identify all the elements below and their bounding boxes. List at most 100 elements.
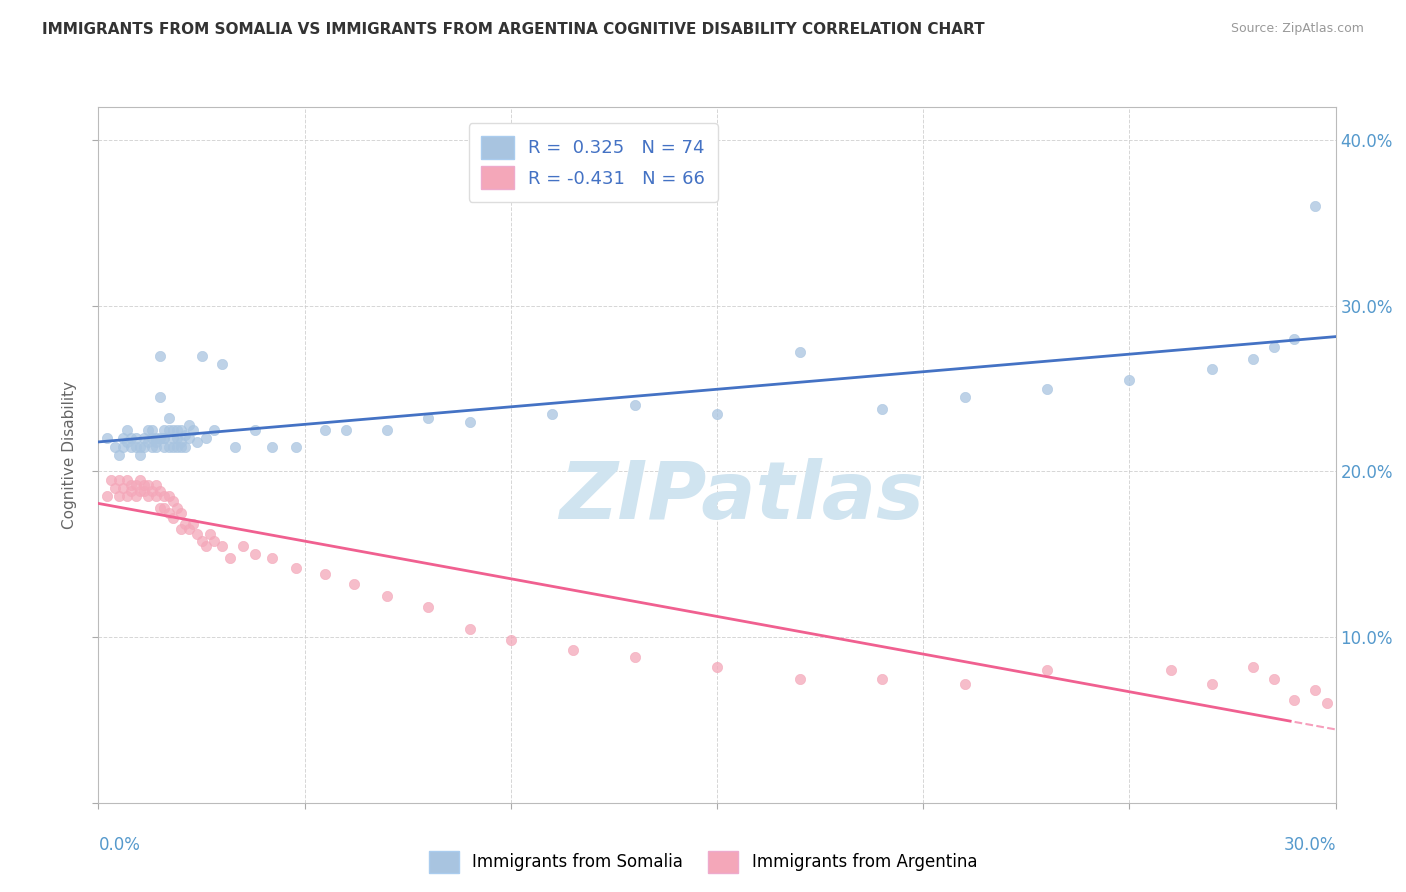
Point xyxy=(166,500,188,515)
Point xyxy=(174,428,197,442)
Point xyxy=(1201,361,1223,376)
Point xyxy=(157,411,180,425)
Point xyxy=(186,527,208,541)
Point xyxy=(343,577,366,591)
Point xyxy=(120,431,142,445)
Point xyxy=(153,489,176,503)
Point xyxy=(170,434,193,449)
Point xyxy=(145,431,167,445)
Point xyxy=(136,489,159,503)
Point xyxy=(224,440,246,454)
Point xyxy=(112,431,135,445)
Point xyxy=(157,440,180,454)
Point xyxy=(124,477,146,491)
Point xyxy=(145,489,167,503)
Legend: R =  0.325   N = 74, R = -0.431   N = 66: R = 0.325 N = 74, R = -0.431 N = 66 xyxy=(468,123,718,202)
Point xyxy=(141,484,163,499)
Point xyxy=(181,423,204,437)
Point xyxy=(186,434,208,449)
Point xyxy=(285,440,308,454)
Point xyxy=(260,440,283,454)
Point xyxy=(194,539,217,553)
Point xyxy=(789,345,811,359)
Y-axis label: Cognitive Disability: Cognitive Disability xyxy=(62,381,77,529)
Point xyxy=(104,481,127,495)
Point xyxy=(202,534,225,549)
Point xyxy=(153,431,176,445)
Point xyxy=(1160,663,1182,677)
Point xyxy=(335,423,357,437)
Point xyxy=(166,440,188,454)
Point xyxy=(153,500,176,515)
Point xyxy=(166,431,188,445)
Point xyxy=(870,401,893,416)
Point xyxy=(128,484,150,499)
Point xyxy=(141,440,163,454)
Point xyxy=(194,431,217,445)
Point xyxy=(157,506,180,520)
Point xyxy=(243,547,266,561)
Point xyxy=(1303,199,1326,213)
Point xyxy=(108,489,131,503)
Point xyxy=(789,672,811,686)
Point xyxy=(1284,332,1306,346)
Point xyxy=(120,440,142,454)
Point xyxy=(149,484,172,499)
Point xyxy=(166,423,188,437)
Point xyxy=(870,672,893,686)
Point xyxy=(211,357,233,371)
Point xyxy=(120,477,142,491)
Point xyxy=(128,448,150,462)
Point xyxy=(243,423,266,437)
Point xyxy=(124,489,146,503)
Point xyxy=(170,423,193,437)
Point xyxy=(1263,672,1285,686)
Point xyxy=(953,676,976,690)
Point xyxy=(1263,340,1285,354)
Point xyxy=(458,622,481,636)
Point xyxy=(706,660,728,674)
Point xyxy=(153,440,176,454)
Point xyxy=(170,506,193,520)
Point xyxy=(1316,697,1339,711)
Point xyxy=(375,589,398,603)
Point xyxy=(1241,351,1264,366)
Point xyxy=(211,539,233,553)
Point xyxy=(285,560,308,574)
Point xyxy=(418,411,440,425)
Point xyxy=(458,415,481,429)
Point xyxy=(153,423,176,437)
Point xyxy=(179,418,201,433)
Point xyxy=(128,440,150,454)
Point xyxy=(1284,693,1306,707)
Point xyxy=(117,489,139,503)
Point xyxy=(132,484,155,499)
Point xyxy=(1118,373,1140,387)
Point xyxy=(170,440,193,454)
Point xyxy=(149,431,172,445)
Point xyxy=(219,550,242,565)
Point xyxy=(96,489,118,503)
Point xyxy=(190,534,212,549)
Point xyxy=(136,423,159,437)
Point xyxy=(149,390,172,404)
Point xyxy=(153,431,176,445)
Point xyxy=(202,423,225,437)
Point xyxy=(314,423,336,437)
Point xyxy=(198,527,221,541)
Point xyxy=(561,643,583,657)
Point xyxy=(145,477,167,491)
Point xyxy=(136,477,159,491)
Point xyxy=(157,489,180,503)
Point xyxy=(96,431,118,445)
Point xyxy=(157,423,180,437)
Point xyxy=(117,423,139,437)
Point xyxy=(124,440,146,454)
Point xyxy=(149,500,172,515)
Point xyxy=(136,434,159,449)
Point xyxy=(190,349,212,363)
Point xyxy=(124,431,146,445)
Point xyxy=(104,440,127,454)
Point xyxy=(953,390,976,404)
Text: 0.0%: 0.0% xyxy=(98,836,141,855)
